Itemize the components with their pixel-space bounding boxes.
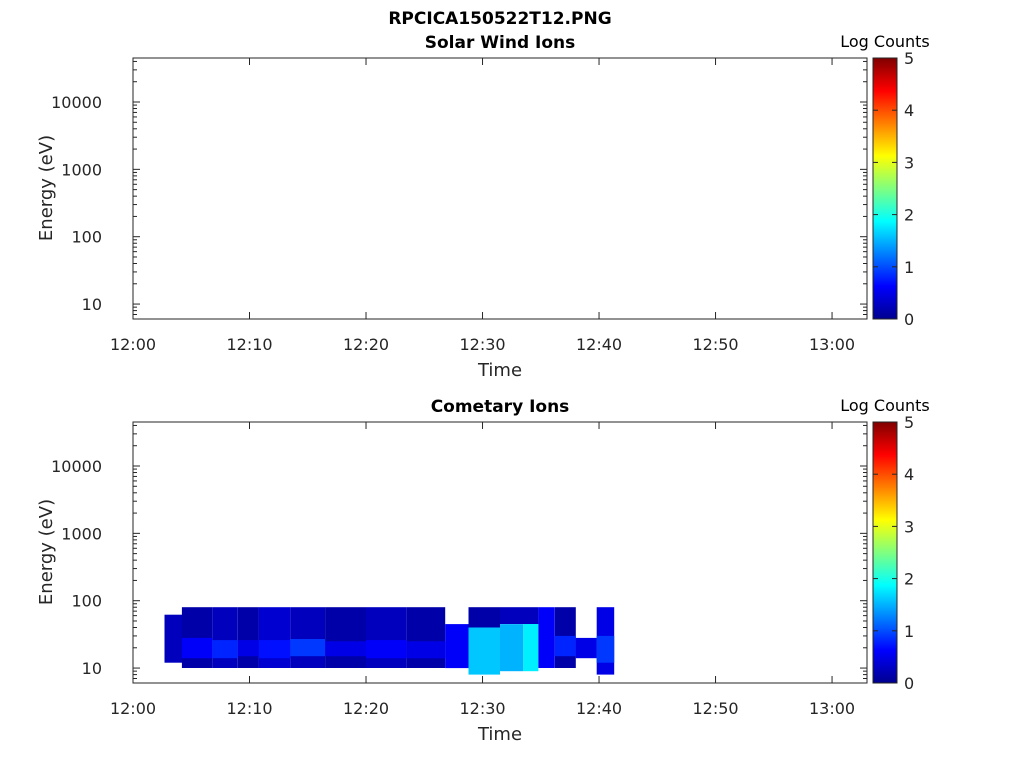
y-axis-label: Energy (eV) [36, 135, 57, 241]
panel-cometary-ions: Cometary Ions 12:00 12:10 12:20 12:30 12:40 1… [36, 396, 930, 745]
colorbar: Log Counts 0 1 2 3 4 5 [840, 32, 930, 329]
heatmap-cell [212, 640, 238, 659]
colorbar-gradient [872, 57, 898, 320]
x-tick-label: 12:20 [343, 335, 389, 354]
y-tick-label: 10000 [51, 457, 102, 476]
y-axis-label: Energy (eV) [36, 499, 57, 605]
heatmap-cell [181, 607, 213, 668]
colorbar-tick-label: 4 [904, 101, 914, 120]
heatmap-cell [406, 607, 446, 668]
colorbar-tick-label: 5 [904, 413, 914, 432]
colorbar-ticks: 0 1 2 3 4 5 [873, 49, 914, 329]
x-axis-label: Time [477, 724, 522, 745]
heatmap-cell [575, 637, 597, 659]
plot-frame [132, 421, 868, 684]
colorbar-tick-label: 1 [904, 622, 914, 641]
heatmap-cell [258, 640, 291, 659]
y-tick-label: 10 [82, 659, 102, 678]
x-tick-label: 12:50 [692, 335, 738, 354]
heatmap-cell [258, 607, 291, 668]
heatmap-cell [468, 607, 500, 628]
colorbar-tick-label: 2 [904, 570, 914, 589]
x-axis-label: Time [477, 360, 522, 381]
heatmap-cell [290, 607, 326, 668]
y-tick-label: 10000 [51, 93, 102, 112]
heatmap-cell [523, 621, 539, 672]
plot-frame [132, 57, 868, 320]
y-tick-label: 1000 [61, 160, 102, 179]
figure-title: RPCICA150522T12.PNG [388, 9, 611, 29]
heatmap-cells [164, 607, 615, 675]
heatmap-cell [554, 635, 576, 657]
colorbar-label: Log Counts [840, 396, 930, 415]
heatmap-cell [445, 624, 469, 669]
x-tick-label: 12:30 [459, 699, 505, 718]
colorbar-tick-label: 0 [904, 674, 914, 693]
x-tick-label: 12:10 [226, 699, 272, 718]
colorbar-label: Log Counts [840, 32, 930, 51]
x-tick-label: 12:40 [576, 699, 622, 718]
x-tick-label: 12:50 [692, 699, 738, 718]
heatmap-cell [325, 641, 366, 657]
heatmap-cell [237, 607, 259, 668]
colorbar-tick-label: 2 [904, 206, 914, 225]
heatmap-cell [596, 635, 615, 663]
x-tick-label: 12:40 [576, 335, 622, 354]
x-tick-label: 12:30 [459, 335, 505, 354]
x-tick-label: 12:00 [110, 335, 156, 354]
y-tick-label: 10 [82, 295, 102, 314]
heatmap-cell [500, 624, 524, 672]
heatmap-cell [181, 637, 213, 659]
panel-title: Cometary Ions [431, 397, 570, 417]
heatmap-cell [237, 640, 259, 657]
colorbar-tick-label: 3 [904, 517, 914, 536]
x-axis-ticks: 12:00 12:10 12:20 12:30 12:40 12:50 13:00 [110, 422, 855, 718]
colorbar-tick-label: 4 [904, 465, 914, 484]
heatmap-cell [500, 607, 539, 624]
y-tick-label: 100 [71, 592, 102, 611]
colorbar-ticks: 0 1 2 3 4 5 [873, 413, 914, 693]
heatmap-cell [212, 607, 238, 668]
heatmap-cell [538, 607, 555, 668]
heatmap-cell [468, 627, 500, 675]
panel-title: Solar Wind Ions [425, 33, 576, 53]
colorbar-gradient [872, 421, 898, 684]
x-tick-label: 13:00 [809, 699, 855, 718]
panel-solar-wind-ions: Solar Wind Ions 12:00 12:10 12:20 12:30 12:4… [36, 32, 930, 381]
x-axis-ticks: 12:00 12:10 12:20 12:30 12:40 12:50 13:00 [110, 58, 855, 354]
heatmap-cell [366, 640, 407, 659]
heatmap-cell [290, 639, 326, 657]
x-tick-label: 12:10 [226, 335, 272, 354]
y-axis-ticks: 10 100 1000 10000 [51, 424, 867, 684]
colorbar-tick-label: 0 [904, 310, 914, 329]
heatmap-cell [406, 641, 446, 659]
x-tick-label: 12:00 [110, 699, 156, 718]
y-tick-label: 100 [71, 228, 102, 247]
colorbar-tick-label: 5 [904, 49, 914, 68]
y-tick-label: 1000 [61, 524, 102, 543]
heatmap-cell [325, 607, 366, 668]
colorbar: Log Counts 0 1 2 3 4 5 [840, 396, 930, 693]
heatmap-cell [164, 614, 182, 663]
colorbar-tick-label: 1 [904, 258, 914, 277]
x-tick-label: 13:00 [809, 335, 855, 354]
colorbar-tick-label: 3 [904, 153, 914, 172]
heatmap-cell [366, 607, 407, 668]
x-tick-label: 12:20 [343, 699, 389, 718]
y-axis-ticks: 10 100 1000 10000 [51, 60, 867, 320]
